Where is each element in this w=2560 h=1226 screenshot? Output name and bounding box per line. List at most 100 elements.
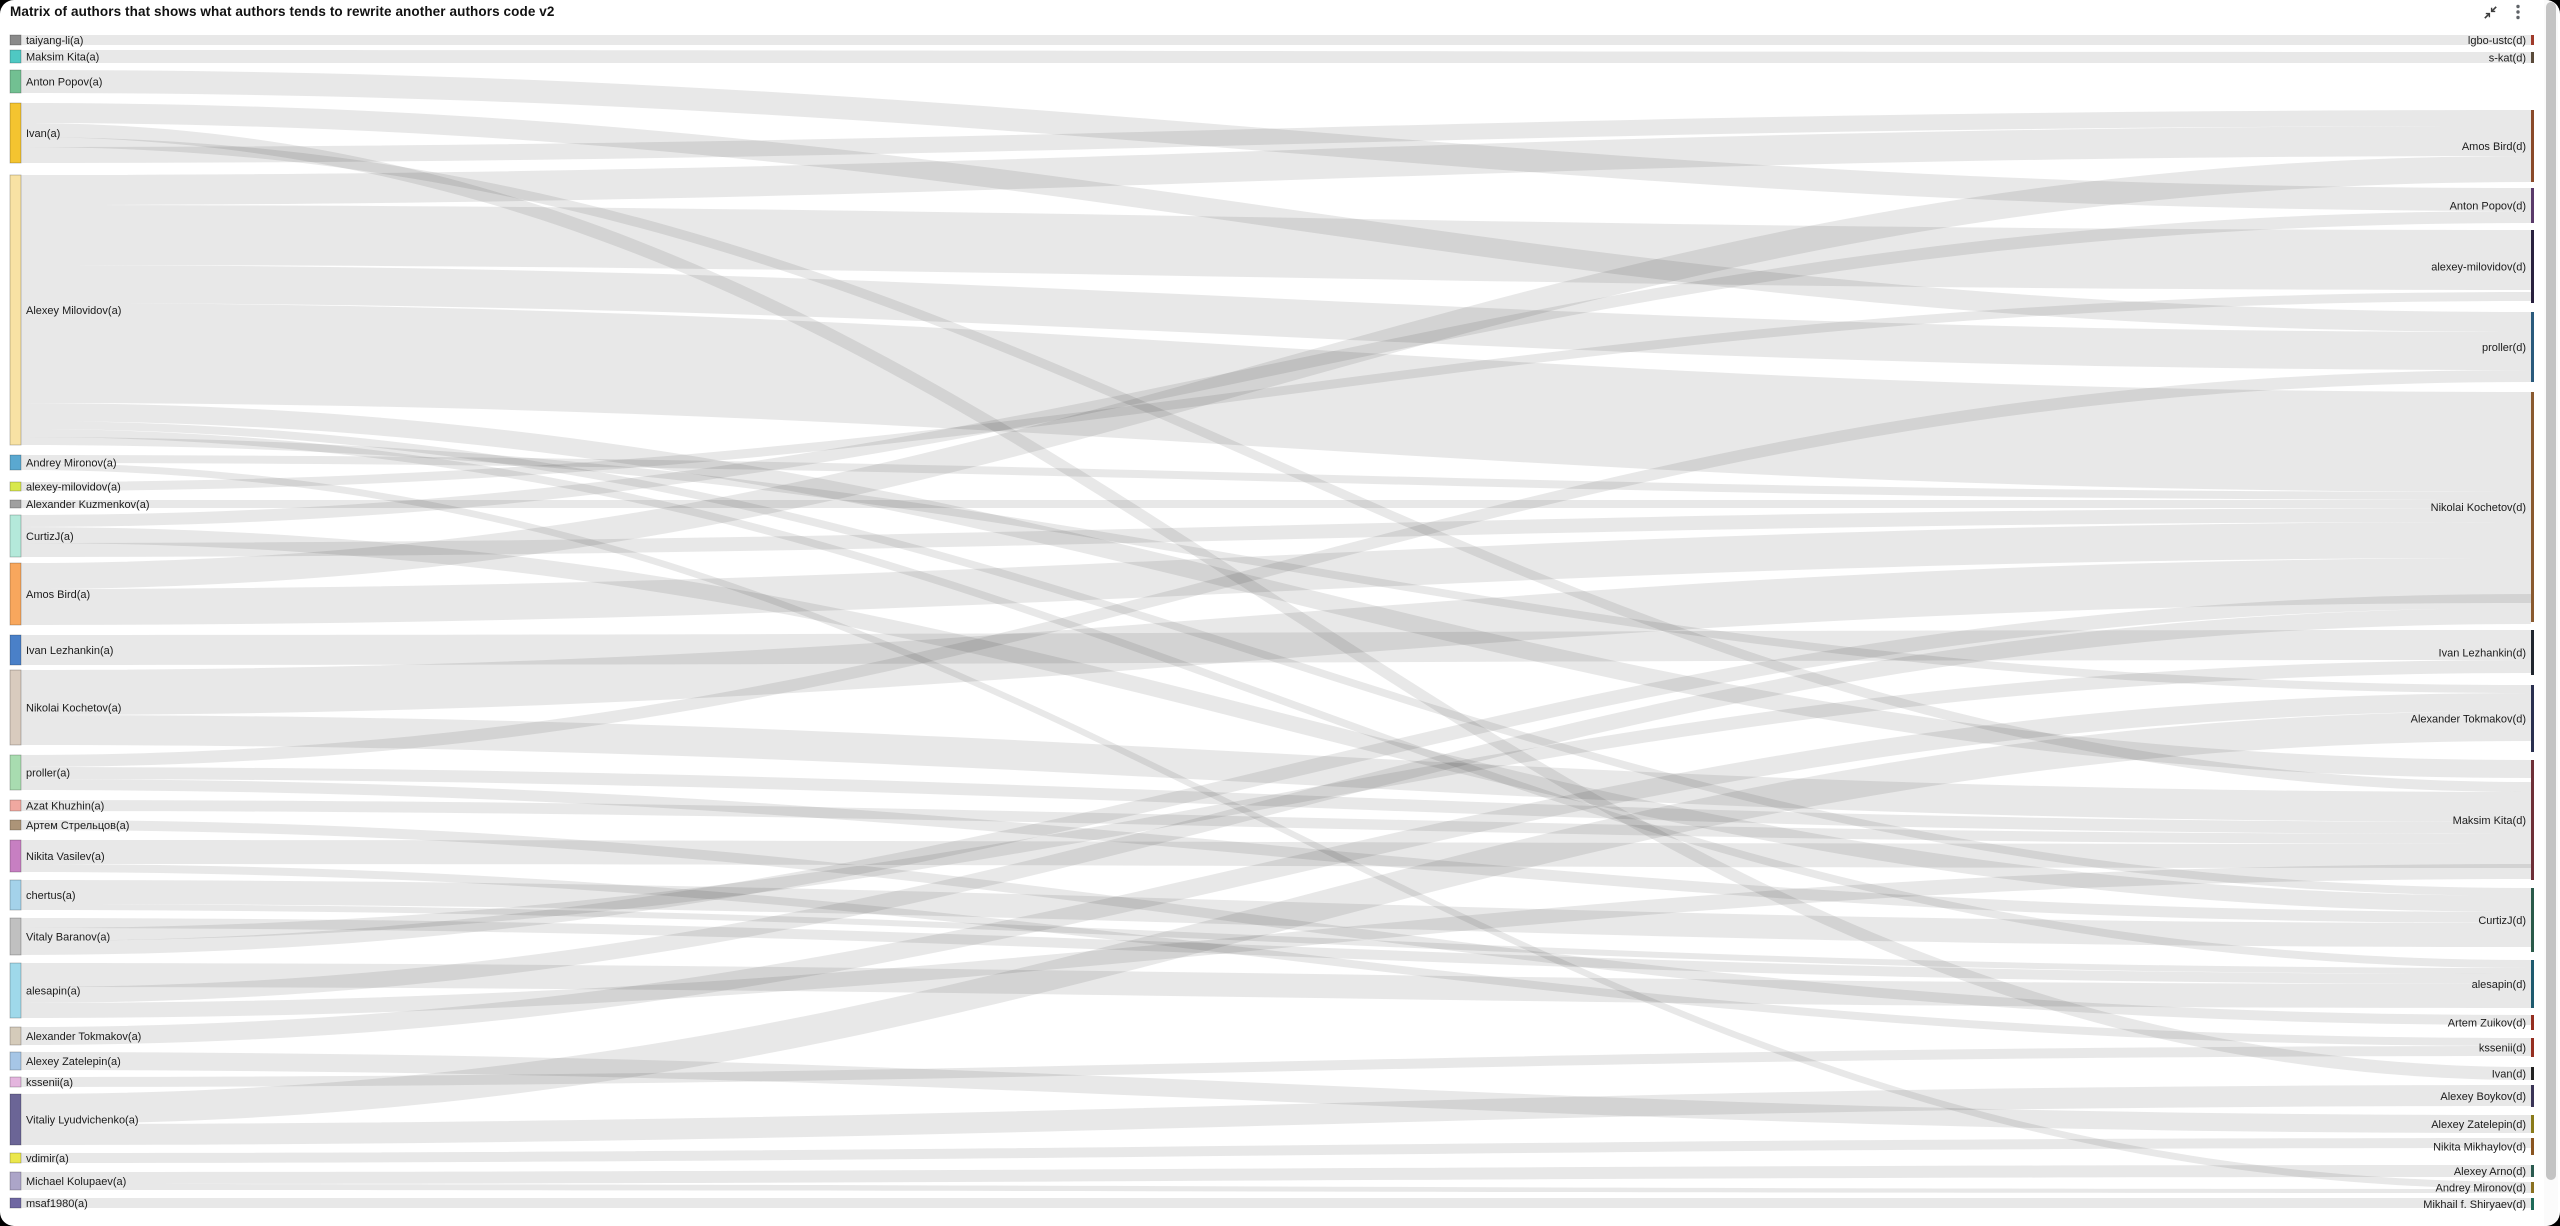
- sankey-link[interactable]: [21, 265, 2531, 370]
- sankey-link[interactable]: [21, 455, 2531, 500]
- sankey-target-node[interactable]: [2531, 760, 2534, 880]
- sankey-source-node[interactable]: [9, 819, 22, 831]
- sankey-target-node[interactable]: [2531, 52, 2534, 63]
- sankey-target-node[interactable]: [2531, 888, 2534, 952]
- sankey-link[interactable]: [21, 864, 2531, 1018]
- sankey-target-node[interactable]: [2531, 35, 2534, 45]
- sankey-link[interactable]: [21, 50, 2531, 63]
- scrollbar-thumb[interactable]: [2546, 2, 2556, 1180]
- sankey-link[interactable]: [21, 1165, 2531, 1184]
- sankey-link[interactable]: [21, 110, 2531, 163]
- sankey-target-node[interactable]: [2531, 110, 2534, 182]
- sankey-source-node[interactable]: [9, 839, 22, 873]
- sankey-link[interactable]: [21, 123, 2531, 1080]
- sankey-target-node[interactable]: [2531, 1038, 2534, 1057]
- sankey-source-node[interactable]: [9, 1076, 22, 1088]
- sankey-link[interactable]: [21, 880, 2531, 947]
- kebab-menu-icon[interactable]: [2510, 4, 2526, 20]
- sankey-link[interactable]: [21, 463, 2531, 1189]
- sankey-link[interactable]: [21, 522, 2531, 625]
- sankey-link[interactable]: [21, 370, 2531, 767]
- sankey-link[interactable]: [21, 1198, 2531, 1208]
- sankey-link[interactable]: [21, 437, 2531, 693]
- sankey-link[interactable]: [21, 711, 2531, 1124]
- sankey-link[interactable]: [21, 156, 2531, 589]
- sankey-link[interactable]: [21, 1085, 2531, 1145]
- sankey-source-node[interactable]: [9, 1093, 22, 1146]
- exit-fullscreen-icon[interactable]: [2482, 4, 2498, 20]
- sankey-link[interactable]: [21, 608, 2531, 1003]
- sankey-link[interactable]: [21, 303, 2531, 492]
- sankey-link[interactable]: [21, 840, 2531, 868]
- sankey-link[interactable]: [21, 779, 2531, 923]
- sankey-link[interactable]: [21, 1184, 2531, 1193]
- sankey-target-node[interactable]: [2531, 312, 2534, 382]
- sankey-link[interactable]: [21, 660, 2531, 941]
- sankey-source-node[interactable]: [9, 514, 22, 558]
- sankey-link[interactable]: [21, 70, 2531, 211]
- sankey-target-node[interactable]: [2531, 392, 2534, 622]
- sankey-link[interactable]: [21, 1052, 2531, 1133]
- sankey-link[interactable]: [21, 693, 2531, 1045]
- sankey-link[interactable]: [21, 630, 2531, 665]
- sankey-link[interactable]: [21, 527, 2531, 912]
- sankey-source-node[interactable]: [9, 69, 22, 94]
- sankey-source-node[interactable]: [9, 799, 22, 812]
- sankey-link[interactable]: [21, 594, 2531, 955]
- sankey-link[interactable]: [21, 767, 2531, 834]
- sankey-link[interactable]: [21, 421, 2531, 896]
- sankey-source-node[interactable]: [9, 562, 22, 626]
- sankey-source-node[interactable]: [9, 1152, 22, 1164]
- sankey-link[interactable]: [21, 918, 2531, 984]
- sankey-target-node[interactable]: [2531, 1015, 2534, 1030]
- sankey-source-node[interactable]: [9, 917, 22, 956]
- sankey-target-node[interactable]: [2531, 1115, 2534, 1133]
- sankey-target-node[interactable]: [2531, 685, 2534, 752]
- sankey-source-node[interactable]: [9, 962, 22, 1019]
- sankey-source-node[interactable]: [9, 481, 22, 492]
- sankey-link[interactable]: [21, 558, 2531, 715]
- sankey-link[interactable]: [21, 820, 2531, 1025]
- sankey-source-node[interactable]: [9, 174, 22, 446]
- sankey-target-node[interactable]: [2531, 630, 2534, 675]
- sankey-source-node[interactable]: [9, 102, 22, 164]
- sankey-link[interactable]: [21, 429, 2531, 968]
- sankey-source-node[interactable]: [9, 754, 22, 791]
- sankey-link[interactable]: [21, 715, 2531, 822]
- sankey-source-node[interactable]: [9, 879, 22, 911]
- sankey-link[interactable]: [21, 904, 2531, 974]
- sankey-link[interactable]: [21, 508, 2531, 557]
- sankey-link[interactable]: [21, 205, 2531, 290]
- sankey-link[interactable]: [21, 103, 2531, 332]
- sankey-target-node[interactable]: [2531, 1198, 2534, 1210]
- sankey-link[interactable]: [21, 963, 2531, 1008]
- sankey-source-node[interactable]: [9, 454, 22, 471]
- sankey-link[interactable]: [21, 211, 2531, 527]
- sankey-source-node[interactable]: [9, 634, 22, 666]
- sankey-link[interactable]: [21, 137, 2531, 792]
- sankey-target-node[interactable]: [2531, 1138, 2534, 1155]
- sankey-target-node[interactable]: [2531, 1067, 2534, 1080]
- sankey-source-node[interactable]: [9, 1051, 22, 1071]
- sankey-source-node[interactable]: [9, 1197, 22, 1209]
- sankey-target-node[interactable]: [2531, 1085, 2534, 1107]
- sankey-link[interactable]: [21, 800, 2531, 844]
- sankey-link[interactable]: [21, 1138, 2531, 1163]
- sankey-source-node[interactable]: [9, 49, 22, 64]
- sankey-target-node[interactable]: [2531, 1165, 2534, 1177]
- sankey-source-node[interactable]: [9, 1171, 22, 1191]
- sankey-link[interactable]: [21, 35, 2531, 45]
- sankey-target-node[interactable]: [2531, 188, 2534, 223]
- sankey-target-node[interactable]: [2531, 230, 2534, 303]
- sankey-link[interactable]: [21, 403, 2531, 778]
- sankey-link[interactable]: [21, 292, 2531, 491]
- sankey-source-node[interactable]: [9, 669, 22, 746]
- sankey-link[interactable]: [21, 500, 2531, 508]
- sankey-link[interactable]: [21, 126, 2531, 205]
- sankey-target-node[interactable]: [2531, 1182, 2534, 1193]
- sankey-target-node[interactable]: [2531, 960, 2534, 1008]
- sankey-source-node[interactable]: [9, 34, 22, 46]
- sankey-source-node[interactable]: [9, 499, 22, 509]
- sankey-link[interactable]: [21, 864, 2531, 1046]
- sankey-link[interactable]: [21, 1046, 2531, 1087]
